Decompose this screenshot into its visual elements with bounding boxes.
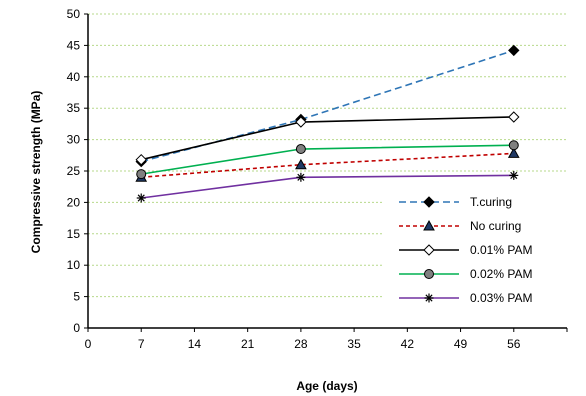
- data-point: [296, 172, 306, 182]
- legend-marker: [424, 269, 434, 279]
- data-point: [136, 193, 146, 203]
- y-tick-label: 50: [67, 7, 81, 21]
- legend-item: T.curing: [399, 195, 512, 209]
- data-point: [509, 170, 519, 180]
- y-tick-label: 30: [67, 133, 81, 147]
- data-point: [135, 153, 147, 166]
- x-tick-label: 28: [294, 337, 308, 351]
- y-tick-label: 40: [67, 70, 81, 84]
- legend-marker: [423, 196, 435, 208]
- y-tick-label: 5: [73, 290, 80, 304]
- y-tick-label: 15: [67, 227, 81, 241]
- legend-marker: [424, 293, 434, 303]
- data-point: [508, 111, 520, 123]
- y-tick-label: 0: [73, 321, 80, 335]
- x-tick-label: 56: [507, 337, 521, 351]
- data-point: [136, 169, 147, 180]
- data-point: [507, 147, 520, 158]
- legend: T.curing No curing 0.01% PAM 0.02% PAM 0.03%…: [384, 186, 580, 314]
- legend-marker: [423, 244, 435, 256]
- legend-label: T.curing: [470, 195, 512, 209]
- data-point: [295, 158, 307, 170]
- series-4: [136, 170, 519, 203]
- legend-marker: [423, 219, 435, 231]
- series-group: [135, 44, 520, 203]
- legend-label: 0.01% PAM: [470, 243, 532, 257]
- data-point: [295, 116, 307, 128]
- series-line: [141, 152, 514, 179]
- legend-label: 0.03% PAM: [470, 291, 532, 305]
- legend-label: 0.02% PAM: [470, 267, 532, 281]
- y-tick-label: 45: [67, 38, 81, 52]
- x-tick-label: 0: [85, 337, 92, 351]
- x-tick-label: 21: [241, 337, 255, 351]
- x-tick-label: 49: [454, 337, 468, 351]
- x-tick-label: 7: [138, 337, 145, 351]
- data-point: [508, 44, 520, 57]
- x-axis-title: Age (days): [296, 379, 357, 393]
- legend-label: No curing: [470, 219, 521, 233]
- y-tick-label: 35: [67, 101, 81, 115]
- x-tick-label: 42: [401, 337, 415, 351]
- legend-item: No curing: [399, 219, 521, 233]
- series-line: [141, 49, 515, 163]
- y-tick-label: 25: [67, 164, 81, 178]
- series-2: [135, 111, 520, 166]
- series-line: [141, 116, 514, 161]
- y-tick-label: 10: [67, 258, 81, 272]
- y-tick-label: 20: [67, 195, 81, 209]
- axes: 0 5 10 15 20 25 30 35 40 45 50 0 7 14 21 28 35 42 49 56: [67, 7, 568, 351]
- legend-item: 0.03% PAM: [399, 291, 532, 305]
- series-line: [141, 144, 514, 175]
- legend-item: 0.02% PAM: [399, 267, 532, 281]
- x-tick-label: 35: [347, 337, 361, 351]
- data-point: [295, 144, 306, 155]
- data-point: [508, 140, 519, 151]
- series-3: [136, 140, 519, 180]
- y-axis-title: Compressive strength (MPa): [29, 91, 43, 254]
- legend-item: 0.01% PAM: [399, 243, 532, 257]
- x-tick-label: 14: [188, 337, 202, 351]
